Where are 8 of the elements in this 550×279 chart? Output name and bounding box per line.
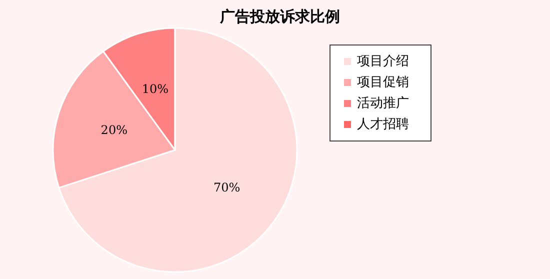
data-label: 70% (213, 180, 240, 195)
legend-label: 项目介绍 (357, 54, 409, 69)
legend-label: 项目促销 (357, 75, 409, 90)
legend-label: 活动推广 (357, 96, 409, 111)
data-label: 10% (142, 82, 169, 96)
legend-label: 人才招聘 (357, 117, 409, 132)
chart-title: 广告投放诉求比例 (219, 8, 340, 26)
data-label: 20% (100, 123, 128, 138)
